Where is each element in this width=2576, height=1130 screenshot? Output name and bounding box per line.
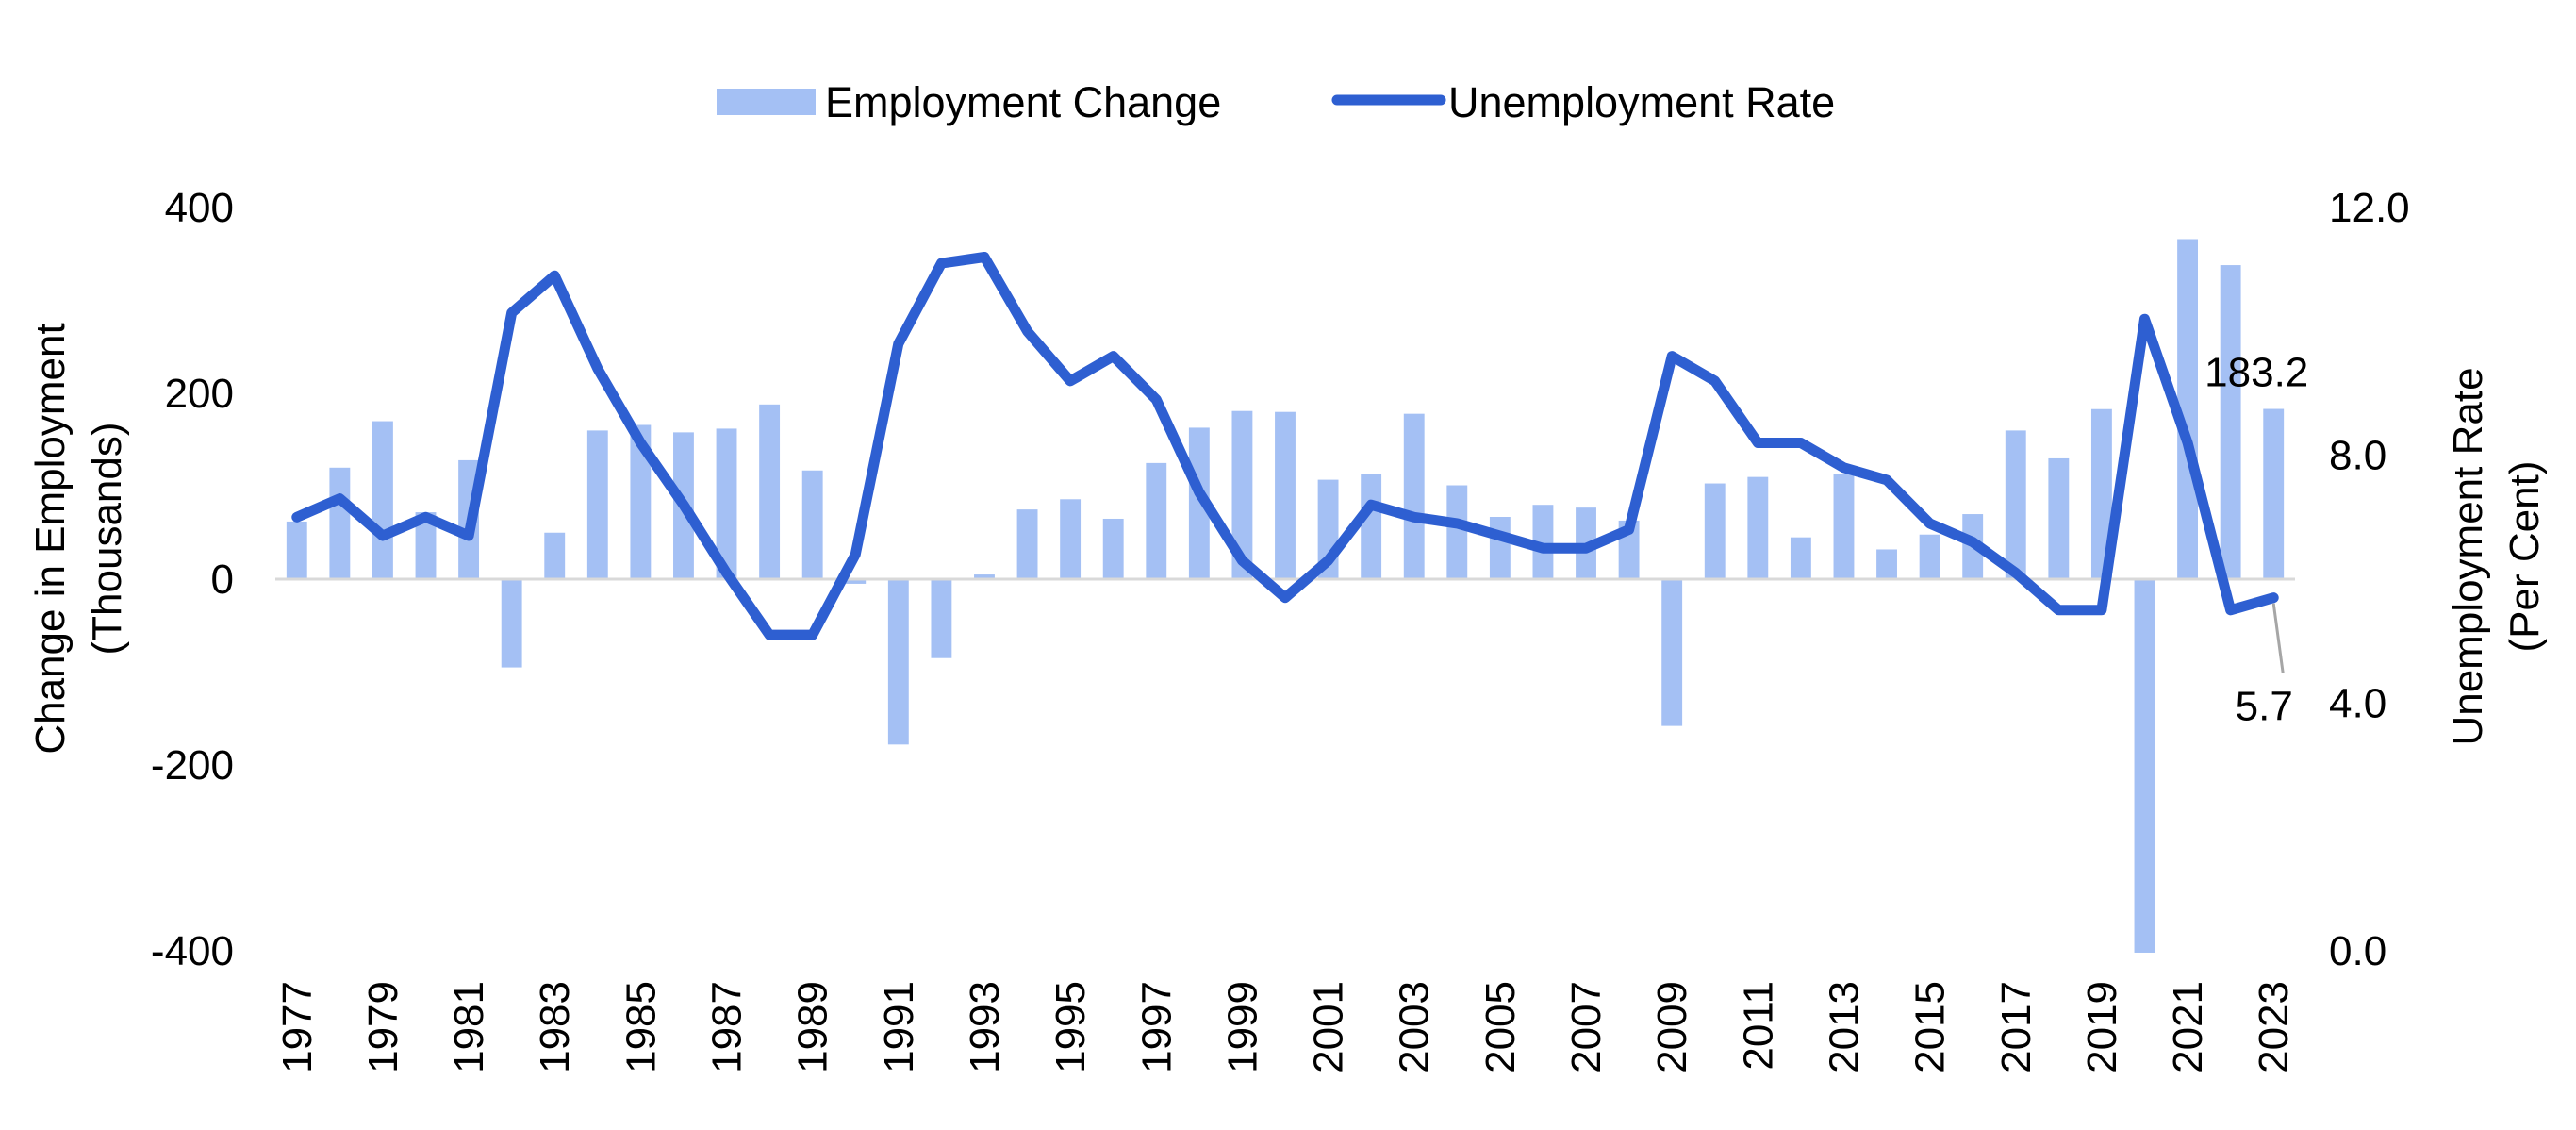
legend-label-employment-change: Employment Change bbox=[825, 78, 1221, 126]
bar-1997 bbox=[1146, 462, 1167, 579]
bar-1978 bbox=[329, 467, 351, 579]
x-tick-label: 2009 bbox=[1649, 981, 1695, 1073]
legend-label-unemployment-rate: Unemployment Rate bbox=[1448, 78, 1835, 126]
bar-2015 bbox=[1919, 534, 1940, 579]
bar-2022 bbox=[2220, 265, 2241, 579]
left-tick-label: 0 bbox=[211, 557, 234, 603]
bar-1998 bbox=[1188, 427, 1210, 579]
bar-2011 bbox=[1747, 476, 1769, 579]
left-axis-title-line2: (Thousands) bbox=[84, 422, 130, 655]
bar-2023 bbox=[2263, 408, 2285, 579]
right-axis-title: Unemployment Rate (Per Cent) bbox=[2445, 367, 2548, 745]
bar-2012 bbox=[1790, 537, 1811, 579]
left-axis-title: Change in Employment (Thousands) bbox=[27, 323, 130, 754]
unemployment-rate-line bbox=[291, 252, 2279, 640]
x-tick-label: 1979 bbox=[360, 981, 406, 1073]
bar-1985 bbox=[630, 424, 652, 579]
bar-2009 bbox=[1661, 579, 1683, 726]
bar-1977 bbox=[286, 521, 307, 579]
right-axis-title-line1: Unemployment Rate bbox=[2445, 367, 2491, 745]
bar-2020 bbox=[2134, 579, 2155, 953]
bar-1991 bbox=[887, 579, 909, 745]
employment-change-bars bbox=[286, 239, 2285, 953]
x-tick-label: 2005 bbox=[1478, 981, 1524, 1073]
x-tick-label: 1987 bbox=[704, 981, 751, 1073]
x-tick-label: 1991 bbox=[876, 981, 922, 1073]
x-tick-label: 2019 bbox=[2079, 981, 2125, 1073]
x-tick-label: 1999 bbox=[1219, 981, 1265, 1073]
bar-1988 bbox=[759, 404, 781, 579]
left-tick-label: -400 bbox=[151, 928, 234, 974]
x-tick-label: 2021 bbox=[2165, 981, 2211, 1073]
bar-1990 bbox=[845, 579, 867, 584]
x-tick-label: 2013 bbox=[1821, 981, 1867, 1073]
x-tick-label: 2007 bbox=[1563, 981, 1610, 1073]
bar-2010 bbox=[1704, 483, 1726, 579]
x-tick-label: 2011 bbox=[1735, 981, 1781, 1071]
bar-1995 bbox=[1060, 499, 1082, 579]
bar-2013 bbox=[1833, 474, 1855, 579]
x-tick-label: 1983 bbox=[532, 981, 578, 1073]
bar-2005 bbox=[1489, 517, 1511, 579]
x-tick-label: 2003 bbox=[1392, 981, 1438, 1073]
x-tick-label: 1993 bbox=[962, 981, 1008, 1073]
left-tick-label: -200 bbox=[151, 742, 234, 789]
legend: Employment Change Unemployment Rate bbox=[717, 78, 1835, 126]
right-axis-ticks: 0.0 4.0 8.0 12.0 bbox=[2329, 185, 2410, 974]
x-tick-label: 1981 bbox=[446, 981, 492, 1073]
bar-1994 bbox=[1016, 509, 1038, 579]
bar-1979 bbox=[372, 421, 393, 579]
bar-2018 bbox=[2048, 457, 2070, 579]
bar-1980 bbox=[415, 512, 437, 579]
bar-2003 bbox=[1403, 413, 1425, 579]
right-tick-label: 8.0 bbox=[2329, 433, 2386, 479]
x-tick-label: 2023 bbox=[2251, 981, 2297, 1073]
bar-1996 bbox=[1102, 518, 1124, 579]
bar-1984 bbox=[586, 430, 608, 579]
bar-2021 bbox=[2177, 239, 2199, 580]
bar-2004 bbox=[1446, 485, 1468, 579]
legend-item-employment-change: Employment Change bbox=[717, 78, 1221, 126]
bar-2017 bbox=[2005, 430, 2026, 579]
annotations: 183.2 5.7 bbox=[2204, 350, 2308, 730]
bar-1993 bbox=[974, 574, 995, 579]
x-tick-label: 2015 bbox=[1907, 981, 1954, 1073]
bar-1999 bbox=[1231, 410, 1253, 579]
annotation-unemployment-2023: 5.7 bbox=[2236, 684, 2293, 730]
x-tick-label: 2001 bbox=[1306, 981, 1352, 1073]
bar-1987 bbox=[716, 428, 737, 579]
bar-1983 bbox=[544, 532, 566, 579]
x-tick-label: 1997 bbox=[1133, 981, 1180, 1073]
bar-1992 bbox=[931, 579, 952, 658]
annotation-leader-line bbox=[2271, 603, 2285, 673]
left-tick-label: 200 bbox=[165, 371, 234, 417]
bar-2019 bbox=[2090, 408, 2112, 579]
x-tick-label: 1977 bbox=[274, 981, 321, 1073]
left-axis-title-line1: Change in Employment bbox=[27, 323, 74, 754]
bar-1982 bbox=[501, 579, 522, 668]
legend-swatch-employment-change bbox=[717, 89, 816, 115]
right-axis-title-line2: (Per Cent) bbox=[2502, 461, 2548, 653]
x-tick-label: 1989 bbox=[790, 981, 836, 1073]
right-tick-label: 12.0 bbox=[2329, 185, 2410, 231]
left-tick-label: 400 bbox=[165, 185, 234, 231]
bar-2014 bbox=[1876, 549, 1897, 579]
left-axis-ticks: -400 -200 0 200 400 bbox=[151, 185, 234, 974]
legend-item-unemployment-rate: Unemployment Rate bbox=[1331, 78, 1835, 126]
bar-2002 bbox=[1361, 474, 1382, 579]
bar-1989 bbox=[801, 470, 823, 579]
x-tick-label: 1995 bbox=[1048, 981, 1094, 1073]
right-tick-label: 4.0 bbox=[2329, 680, 2386, 726]
bar-2000 bbox=[1275, 411, 1296, 579]
bar-2006 bbox=[1532, 505, 1554, 579]
unemployment-rate-series bbox=[291, 252, 2279, 640]
x-tick-label: 2017 bbox=[1993, 981, 2039, 1073]
annotation-employment-2023: 183.2 bbox=[2204, 350, 2308, 396]
x-tick-label: 1985 bbox=[618, 981, 664, 1073]
right-tick-label: 0.0 bbox=[2329, 928, 2386, 974]
x-axis-ticks: 1977 1979 1981 1983 1985 1987 1989 1991 1993 1995… bbox=[274, 981, 2297, 1073]
